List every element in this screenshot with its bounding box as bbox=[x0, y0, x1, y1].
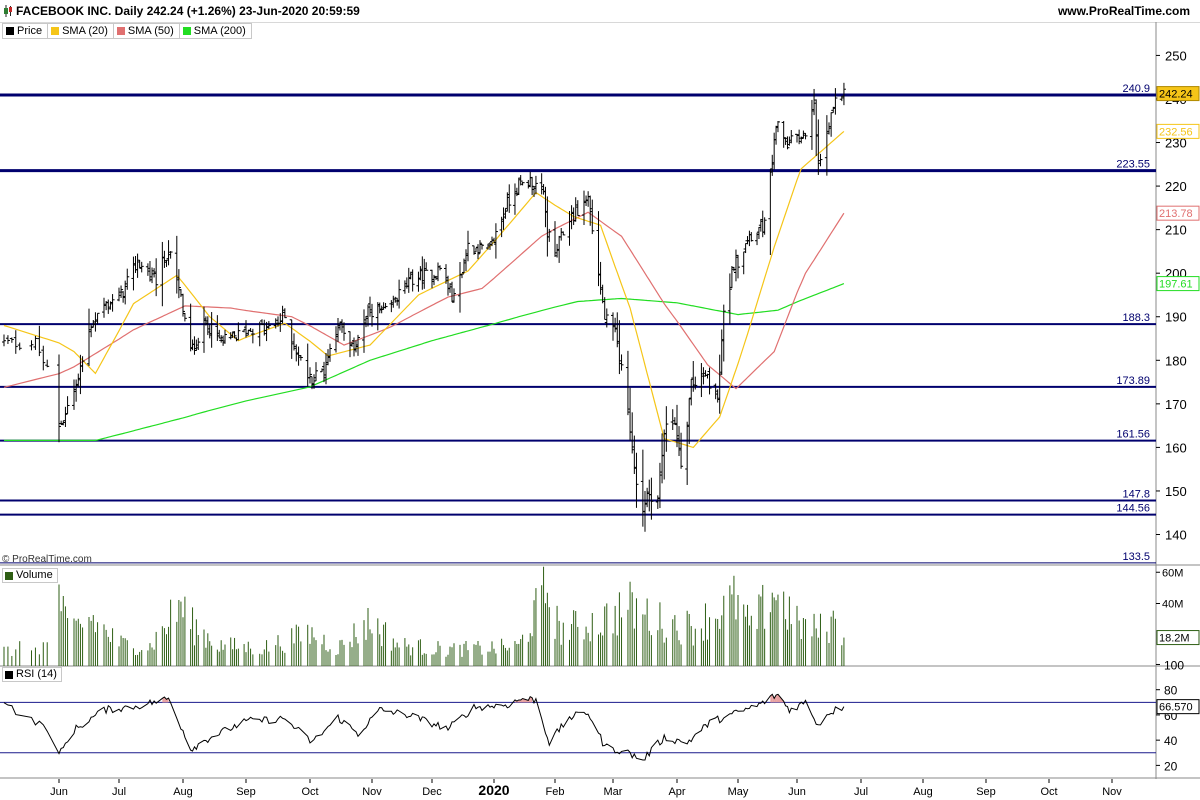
x-tick-label: Sep bbox=[236, 786, 256, 798]
copyright-text: © ProRealTime.com bbox=[2, 554, 92, 565]
x-tick-label: 2020 bbox=[478, 782, 509, 798]
legend-sma50[interactable]: SMA (50) bbox=[114, 24, 180, 38]
legend-sma200-label: SMA (200) bbox=[193, 25, 246, 37]
level-label: 144.56 bbox=[1116, 503, 1150, 515]
x-tick-label: Nov bbox=[362, 786, 382, 798]
sma200-last-box bbox=[1156, 276, 1200, 292]
x-tick-label: Nov bbox=[1102, 786, 1122, 798]
rsi-last-value: 66.570 bbox=[1159, 702, 1193, 714]
sma50-swatch bbox=[116, 27, 125, 35]
y-tick-label: 250 bbox=[1165, 48, 1187, 63]
y-tick-label: 170 bbox=[1165, 397, 1187, 412]
price-last-value: 242.24 bbox=[1159, 89, 1193, 101]
x-tick-label: Mar bbox=[604, 786, 623, 798]
volume-tick-label: 60M bbox=[1162, 567, 1183, 579]
x-tick-label: May bbox=[728, 786, 749, 798]
legend-sma20-label: SMA (20) bbox=[62, 25, 108, 37]
sma20-swatch bbox=[51, 27, 60, 35]
volume-swatch bbox=[5, 571, 13, 580]
rsi-overbought-fill bbox=[770, 694, 773, 703]
sma200-swatch bbox=[182, 27, 191, 35]
level-label: 223.55 bbox=[1116, 159, 1150, 171]
rsi-tick-label: 80 bbox=[1164, 684, 1178, 698]
rsi-overbought-fill bbox=[518, 699, 521, 703]
sma20-last-value: 232.56 bbox=[1159, 126, 1193, 138]
sma50-last-value: 213.78 bbox=[1159, 208, 1193, 220]
x-tick-label: Jul bbox=[112, 786, 126, 798]
x-tick-label: Jul bbox=[854, 786, 868, 798]
x-tick-label: Oct bbox=[1040, 786, 1057, 798]
rsi-tick-label: 100 bbox=[1164, 658, 1184, 672]
legend-sma20[interactable]: SMA (20) bbox=[48, 24, 114, 38]
sma20-last-box bbox=[1156, 123, 1200, 139]
x-tick-label: Aug bbox=[173, 786, 193, 798]
x-tick-label: Sep bbox=[976, 786, 996, 798]
x-tick-label: Oct bbox=[301, 786, 318, 798]
level-label: 147.8 bbox=[1122, 489, 1150, 501]
rsi-overbought-fill bbox=[776, 694, 778, 703]
volume-bars-group bbox=[3, 566, 845, 666]
sma50-last-box bbox=[1156, 205, 1200, 221]
rsi-label-text: RSI (14) bbox=[16, 668, 57, 680]
x-tick-label: Jun bbox=[50, 786, 68, 798]
level-label: 188.3 bbox=[1122, 312, 1150, 324]
legend-sma50-label: SMA (50) bbox=[127, 25, 174, 37]
legend-price[interactable]: Price bbox=[3, 24, 49, 38]
sma20-line bbox=[3, 130, 845, 449]
volume-last-value: 18.2M bbox=[1159, 633, 1190, 645]
y-tick-label: 230 bbox=[1165, 136, 1187, 151]
y-tick-label: 220 bbox=[1165, 179, 1187, 194]
volume-tick-label: 40M bbox=[1162, 599, 1183, 611]
sma50-line bbox=[3, 211, 845, 390]
level-label: 173.89 bbox=[1116, 375, 1150, 387]
legend-sma200[interactable]: SMA (200) bbox=[180, 24, 251, 38]
level-label: 133.5 bbox=[1122, 551, 1150, 563]
level-label: 240.9 bbox=[1122, 83, 1150, 95]
chart-title: FACEBOOK INC. Daily 242.24 (+1.26%) 23-J… bbox=[16, 4, 360, 18]
y-tick-label: 140 bbox=[1165, 528, 1187, 543]
sma200-last-value: 197.61 bbox=[1159, 279, 1193, 291]
y-tick-label: 210 bbox=[1165, 223, 1187, 238]
rsi-line bbox=[3, 693, 845, 761]
y-tick-label: 190 bbox=[1165, 310, 1187, 325]
x-tick-label: Aug bbox=[913, 786, 933, 798]
y-tick-label: 150 bbox=[1165, 484, 1187, 499]
legend-price-label: Price bbox=[17, 25, 43, 37]
rsi-tick-label: 40 bbox=[1164, 734, 1178, 748]
volume-last-box bbox=[1156, 630, 1200, 646]
rsi-tick-label: 20 bbox=[1164, 759, 1178, 773]
x-tick-label: Apr bbox=[668, 786, 685, 798]
y-tick-label: 180 bbox=[1165, 353, 1187, 368]
chart-header: FACEBOOK INC. Daily 242.24 (+1.26%) 23-J… bbox=[0, 0, 1200, 23]
x-tick-label: Dec bbox=[422, 786, 442, 798]
price-swatch bbox=[6, 27, 14, 35]
site-link[interactable]: www.ProRealTime.com bbox=[1057, 4, 1190, 18]
x-tick-label: Feb bbox=[546, 786, 565, 798]
price-last-box bbox=[1156, 86, 1200, 102]
x-tick-label: Jun bbox=[788, 786, 806, 798]
rsi-panel-label[interactable]: RSI (14) bbox=[2, 667, 62, 682]
price-legend: Price SMA (20) SMA (50) SMA (200) bbox=[2, 23, 252, 39]
rsi-overbought-fill bbox=[530, 696, 533, 703]
level-label: 161.56 bbox=[1116, 429, 1150, 441]
rsi-last-box bbox=[1156, 699, 1200, 715]
y-tick-label: 160 bbox=[1165, 440, 1187, 455]
volume-label-text: Volume bbox=[16, 569, 53, 581]
candlestick-icon bbox=[4, 5, 12, 17]
candles-group bbox=[2, 82, 846, 532]
volume-panel-label[interactable]: Volume bbox=[2, 568, 58, 583]
rsi-swatch bbox=[5, 670, 13, 679]
sma200-line bbox=[4, 283, 845, 441]
